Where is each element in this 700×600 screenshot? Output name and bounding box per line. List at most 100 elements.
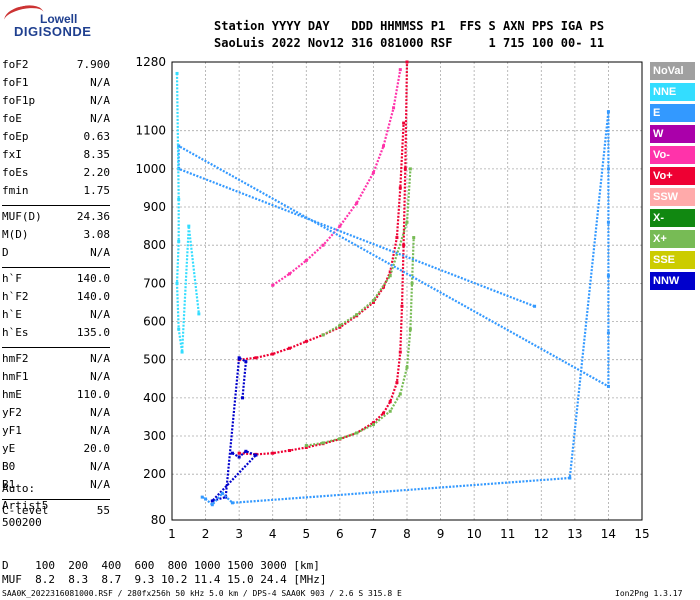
data-point [606, 274, 610, 278]
data-point [338, 224, 342, 228]
x-tick-label: 4 [269, 527, 277, 541]
data-point [237, 455, 241, 459]
x-tick-label: 9 [437, 527, 445, 541]
x-tick-label: 6 [336, 527, 344, 541]
legend-item: X- [650, 209, 695, 227]
data-point [237, 358, 241, 362]
data-point [338, 437, 342, 441]
data-point [606, 384, 610, 388]
data-point [398, 392, 402, 396]
plot-frame [171, 61, 643, 521]
auto-label: Auto: [2, 482, 36, 495]
param-value: 0.63 [83, 130, 111, 143]
param-value: 8.35 [83, 148, 111, 161]
data-point [402, 243, 406, 247]
param-row: fmin 1.75 [2, 184, 110, 202]
param-row: MUF(D) 24.36 [2, 210, 110, 228]
logo-lowell: Lowell [40, 12, 78, 26]
data-point [244, 360, 248, 364]
data-point [241, 396, 244, 400]
data-point [412, 236, 416, 240]
x-tick-label: 3 [235, 527, 243, 541]
param-name: foEp [2, 130, 29, 143]
param-value: 140.0 [76, 272, 110, 285]
param-value: 55 [96, 504, 110, 517]
trace-line [272, 69, 402, 287]
param-name: yF2 [2, 406, 22, 419]
param-value: 135.0 [76, 326, 110, 339]
param-name: yF1 [2, 424, 22, 437]
data-point [398, 186, 402, 190]
data-point [271, 352, 275, 356]
data-point [304, 445, 308, 449]
param-row: h`Es 135.0 [2, 326, 110, 344]
y-tick-label: 1280 [135, 55, 166, 69]
x-tick-label: 10 [467, 527, 482, 541]
data-point [606, 331, 610, 335]
data-point [398, 68, 402, 72]
data-point [382, 285, 385, 289]
trace-line [322, 168, 412, 336]
data-point [321, 333, 325, 337]
param-name: foE [2, 112, 22, 125]
muf-row: MUF 8.2 8.3 8.7 9.3 10.2 11.4 15.0 24.4 … [2, 573, 327, 586]
param-row: foEs 2.20 [2, 166, 110, 184]
data-point [371, 423, 375, 427]
param-row: foEp 0.63 [2, 130, 110, 148]
param-value: N/A [90, 478, 110, 491]
data-point [410, 281, 414, 285]
param-value: N/A [90, 94, 110, 107]
trace-line [177, 111, 610, 507]
x-tick-label: 1 [168, 527, 176, 541]
data-point [355, 431, 359, 435]
data-point [382, 411, 385, 415]
legend-item: Vo- [650, 146, 695, 164]
data-point [355, 201, 359, 205]
footer-file-info: SAA0K_2022316081000.RSF / 280fx256h 50 k… [2, 589, 402, 598]
data-point [395, 236, 399, 240]
data-point [405, 60, 409, 64]
param-separator [2, 205, 110, 206]
y-tick-label: 800 [143, 238, 166, 252]
data-point [355, 313, 359, 317]
trace-line [239, 61, 409, 456]
param-row: M(D) 3.08 [2, 228, 110, 246]
legend-item: NNW [650, 272, 695, 290]
param-row: C-level 55 [2, 504, 110, 522]
data-point [177, 144, 181, 148]
param-value: N/A [90, 370, 110, 383]
legend-item: Vo+ [650, 167, 695, 185]
data-point [371, 171, 375, 175]
data-point [408, 167, 412, 171]
data-point [224, 495, 228, 499]
data-point [388, 274, 392, 278]
param-row: h`F 140.0 [2, 272, 110, 290]
legend-item: SSW [650, 188, 695, 206]
data-point [177, 239, 181, 243]
param-name: hmF1 [2, 370, 29, 383]
data-point [405, 365, 409, 369]
y-tick-label: 900 [143, 200, 166, 214]
param-value: N/A [90, 308, 110, 321]
data-point [200, 495, 204, 499]
data-point [237, 451, 241, 455]
data-point [271, 283, 275, 287]
y-tick-label: 500 [143, 353, 166, 367]
auto-code: 500200 [2, 516, 42, 529]
param-name: h`Es [2, 326, 29, 339]
data-point [271, 451, 275, 455]
data-point [288, 272, 291, 276]
data-point [230, 501, 234, 505]
legend-item: E [650, 104, 695, 122]
param-name: foF2 [2, 58, 29, 71]
y-tick-label: 700 [143, 276, 166, 290]
header-labels: Station YYYY DAY DDD HHMMSS P1 FFS S AXN… [214, 19, 605, 33]
legend-item: NNE [650, 83, 695, 101]
data-point [371, 421, 375, 425]
trace-line [175, 73, 200, 353]
data-point [400, 304, 404, 308]
data-point [338, 437, 342, 441]
param-row: hmF2 N/A [2, 352, 110, 370]
param-row: hmF1 N/A [2, 370, 110, 388]
data-point [408, 327, 412, 331]
